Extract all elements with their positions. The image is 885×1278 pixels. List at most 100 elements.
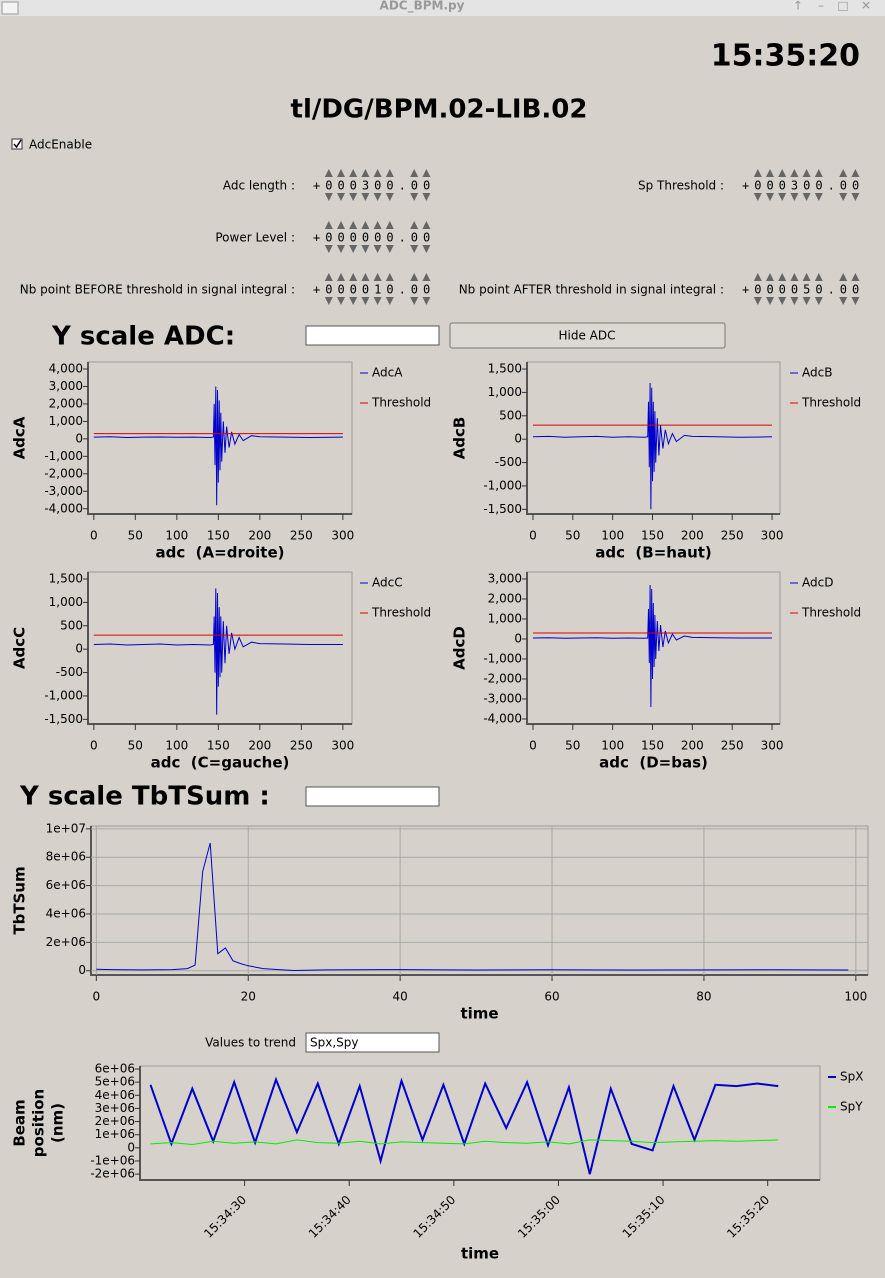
spin-up-arrow[interactable] xyxy=(337,273,345,281)
spin-up-arrow[interactable] xyxy=(349,169,358,177)
spin-up-arrow[interactable] xyxy=(361,221,370,229)
spin-up-arrow[interactable] xyxy=(753,169,762,177)
x-tick-label: 60 xyxy=(544,990,559,1004)
spin-down-arrow[interactable] xyxy=(373,297,382,305)
spin-down-arrow[interactable] xyxy=(422,245,431,253)
spin-up-arrow[interactable] xyxy=(324,221,333,229)
spin-up-arrow[interactable] xyxy=(814,273,823,281)
spin-down-arrow[interactable] xyxy=(361,297,370,305)
window-button[interactable]: ↑ xyxy=(793,0,803,13)
spin-up-arrow[interactable] xyxy=(851,169,860,177)
spin-up-arrow[interactable] xyxy=(410,273,419,281)
window-menu-button[interactable] xyxy=(1,1,19,15)
spin-up-arrow[interactable] xyxy=(410,169,419,177)
y-scale-tbtsum-input[interactable] xyxy=(305,786,440,807)
spin-down-arrow[interactable] xyxy=(753,297,762,305)
spin-down-arrow[interactable] xyxy=(839,297,848,305)
spin-down-arrow[interactable] xyxy=(349,245,358,253)
spin-down-arrow[interactable] xyxy=(851,193,860,201)
y-tick-label: 2e+06 xyxy=(46,935,86,949)
checkbox[interactable] xyxy=(11,138,23,150)
window-maximize[interactable]: □ xyxy=(837,0,848,13)
spin-down-arrow[interactable] xyxy=(814,297,823,305)
spin-up-arrow[interactable] xyxy=(753,273,762,281)
y-scale-adc-input[interactable] xyxy=(305,325,440,346)
spin-up-arrow[interactable] xyxy=(422,169,431,177)
x-tick-label: 150 xyxy=(207,739,230,753)
spin-up-arrow[interactable] xyxy=(349,273,358,281)
spin-down-arrow[interactable] xyxy=(373,193,382,201)
spin-down-arrow[interactable] xyxy=(361,193,370,201)
spin-down-arrow[interactable] xyxy=(778,193,787,201)
spin-down-arrow[interactable] xyxy=(361,245,370,253)
spin-down-arrow[interactable] xyxy=(373,245,382,253)
spin-up-arrow[interactable] xyxy=(422,273,431,281)
hide-adc-button[interactable] xyxy=(449,322,726,349)
spin-down-arrow[interactable] xyxy=(324,193,333,201)
spin-down-arrow[interactable] xyxy=(790,193,799,201)
spin-down-arrow[interactable] xyxy=(778,297,787,305)
trend-input-value: Spx,Spy xyxy=(310,1036,359,1050)
spin-up-arrow[interactable] xyxy=(802,169,811,177)
spin-down-arrow[interactable] xyxy=(337,297,345,305)
spin-up-arrow[interactable] xyxy=(337,221,345,229)
x-tick-label: 200 xyxy=(681,739,704,753)
spin-down-arrow[interactable] xyxy=(410,245,419,253)
spin-up-arrow[interactable] xyxy=(337,169,345,177)
spin-up-arrow[interactable] xyxy=(766,169,774,177)
spin-down-arrow[interactable] xyxy=(790,297,799,305)
spin-down-arrow[interactable] xyxy=(385,297,394,305)
spin-down-arrow[interactable] xyxy=(851,297,860,305)
spin-up-arrow[interactable] xyxy=(766,273,774,281)
spin-down-arrow[interactable] xyxy=(766,297,774,305)
spin-up-arrow[interactable] xyxy=(422,221,431,229)
spin-up-arrow[interactable] xyxy=(361,169,370,177)
y-tick-label: -2,000 xyxy=(483,672,522,686)
spin-up-arrow[interactable] xyxy=(349,221,358,229)
spin-down-arrow[interactable] xyxy=(839,193,848,201)
spin-up-arrow[interactable] xyxy=(839,273,848,281)
spin-up-arrow[interactable] xyxy=(385,273,394,281)
spin-down-arrow[interactable] xyxy=(753,193,762,201)
spin-down-arrow[interactable] xyxy=(410,297,419,305)
spin-up-arrow[interactable] xyxy=(851,273,860,281)
spin-down-arrow[interactable] xyxy=(324,297,333,305)
spin-down-arrow[interactable] xyxy=(349,193,358,201)
spin-up-arrow[interactable] xyxy=(778,273,787,281)
spin-up-arrow[interactable] xyxy=(361,273,370,281)
spin-down-arrow[interactable] xyxy=(802,297,811,305)
spin-up-arrow[interactable] xyxy=(385,221,394,229)
spin-up-arrow[interactable] xyxy=(790,169,799,177)
spin-down-arrow[interactable] xyxy=(802,193,811,201)
x-tick-label: 150 xyxy=(641,739,664,753)
spin-up-arrow[interactable] xyxy=(410,221,419,229)
spin-up-arrow[interactable] xyxy=(373,273,382,281)
window-minimize[interactable]: – xyxy=(818,0,824,13)
spin-down-arrow[interactable] xyxy=(422,297,431,305)
y-scale-adc-label: Y scale ADC: xyxy=(51,322,235,352)
spin-down-arrow[interactable] xyxy=(337,193,345,201)
spin-down-arrow[interactable] xyxy=(410,193,419,201)
spin-up-arrow[interactable] xyxy=(802,273,811,281)
spin-up-arrow[interactable] xyxy=(373,221,382,229)
spin-down-arrow[interactable] xyxy=(385,193,394,201)
window-close[interactable]: ✕ xyxy=(861,0,871,13)
spin-down-arrow[interactable] xyxy=(337,245,345,253)
spin-down-arrow[interactable] xyxy=(324,245,333,253)
spin-down-arrow[interactable] xyxy=(349,297,358,305)
spin-up-arrow[interactable] xyxy=(324,169,333,177)
spin-up-arrow[interactable] xyxy=(790,273,799,281)
trend-input[interactable] xyxy=(305,1032,440,1053)
spin-down-arrow[interactable] xyxy=(814,193,823,201)
spin-up-arrow[interactable] xyxy=(385,169,394,177)
spin-down-arrow[interactable] xyxy=(422,193,431,201)
spin-down-arrow[interactable] xyxy=(766,193,774,201)
spin-up-arrow[interactable] xyxy=(814,169,823,177)
spin-up-arrow[interactable] xyxy=(373,169,382,177)
x-tick-label: 50 xyxy=(565,529,580,543)
x-tick-label: 0 xyxy=(90,529,98,543)
spin-up-arrow[interactable] xyxy=(778,169,787,177)
spin-up-arrow[interactable] xyxy=(324,273,333,281)
spin-down-arrow[interactable] xyxy=(385,245,394,253)
spin-up-arrow[interactable] xyxy=(839,169,848,177)
